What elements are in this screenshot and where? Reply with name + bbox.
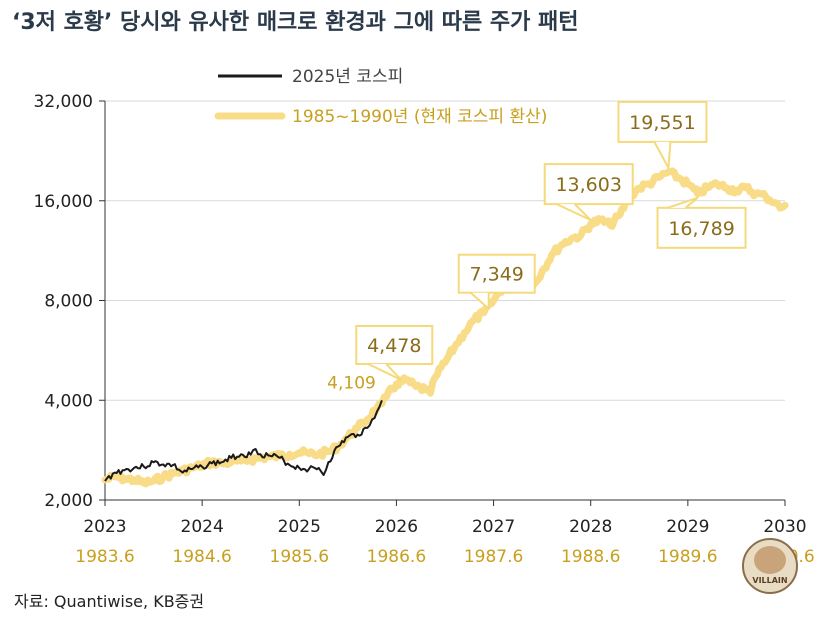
- annotation-pointer: [556, 203, 592, 222]
- legend-label-2025: 2025년 코스피: [292, 67, 403, 87]
- y-tick-label: 8,000: [44, 292, 93, 312]
- annotation-box: [457, 253, 536, 294]
- annotation-label: 16,789: [668, 218, 734, 240]
- x-tick-label: 2023: [83, 517, 126, 537]
- annotation-pointer: [667, 196, 699, 209]
- x-tick-label: 2024: [181, 517, 224, 537]
- x-tick-label-secondary: 1984.6: [172, 547, 231, 567]
- y-gridlines: [99, 100, 785, 501]
- annotation-box: [617, 100, 708, 143]
- series-line-2025-kospi: [104, 399, 383, 482]
- annotation-label: 13,603: [555, 174, 621, 196]
- annotation-box: [355, 325, 434, 366]
- mascot-face-icon: [754, 546, 786, 574]
- x-tick-labels: 2023 1983.6 2024 1984.6 2025 1985.6 2026 1986.6…: [75, 500, 815, 567]
- legend: 2025년 코스피 1985~1990년 (현재 코스피 환산): [214, 67, 547, 127]
- annotation-box: [543, 163, 634, 206]
- annotation-pointer: [367, 363, 403, 382]
- x-tick-label: 2025: [278, 517, 321, 537]
- x-tick-label: 2028: [569, 517, 612, 537]
- x-tick-label-secondary: 1987.6: [464, 547, 523, 567]
- annotation-pointer: [653, 141, 672, 169]
- x-tick-label-secondary: 1989.6: [658, 547, 717, 567]
- axes: [104, 101, 785, 501]
- y-tick-label: 32,000: [34, 92, 93, 112]
- series-lines: [101, 167, 789, 488]
- y-tick-labels: 2,000 4,000 8,000 16,000 32,000: [34, 92, 93, 511]
- annotation-box: [656, 206, 747, 249]
- annotation-label: 7,349: [470, 264, 524, 286]
- annotation-pointer: [470, 291, 490, 310]
- x-tick-label-secondary: 1986.6: [367, 547, 426, 567]
- x-tick-label-secondary: 1988.6: [561, 547, 620, 567]
- y-tick-label: 4,000: [44, 391, 93, 411]
- source-note: 자료: Quantiwise, KB증권: [14, 592, 205, 611]
- annotations: 4,109 4,478 7,349 13,603 19,551 16,789: [327, 100, 747, 393]
- x-tick-label: 2029: [666, 517, 709, 537]
- villain-watermark: VILLAIN: [742, 538, 798, 594]
- x-tick-label: 2030: [763, 517, 806, 537]
- annotation-label: 4,109: [327, 373, 376, 393]
- x-tick-label-secondary: 1983.6: [75, 547, 134, 567]
- chart-title: ‘3저 호황’ 당시와 유사한 매크로 환경과 그에 따른 주가 패턴: [12, 10, 579, 35]
- x-tick-label: 2026: [375, 517, 418, 537]
- x-tick-label-secondary: 1985.6: [270, 547, 329, 567]
- y-tick-label: 16,000: [34, 192, 93, 212]
- x-tick-label: 2027: [472, 517, 515, 537]
- legend-label-1985: 1985~1990년 (현재 코스피 환산): [292, 107, 547, 127]
- annotation-label: 19,551: [629, 112, 695, 134]
- annotation-label: 4,478: [367, 335, 421, 357]
- watermark-label: VILLAIN: [752, 576, 788, 585]
- y-tick-label: 2,000: [44, 491, 93, 511]
